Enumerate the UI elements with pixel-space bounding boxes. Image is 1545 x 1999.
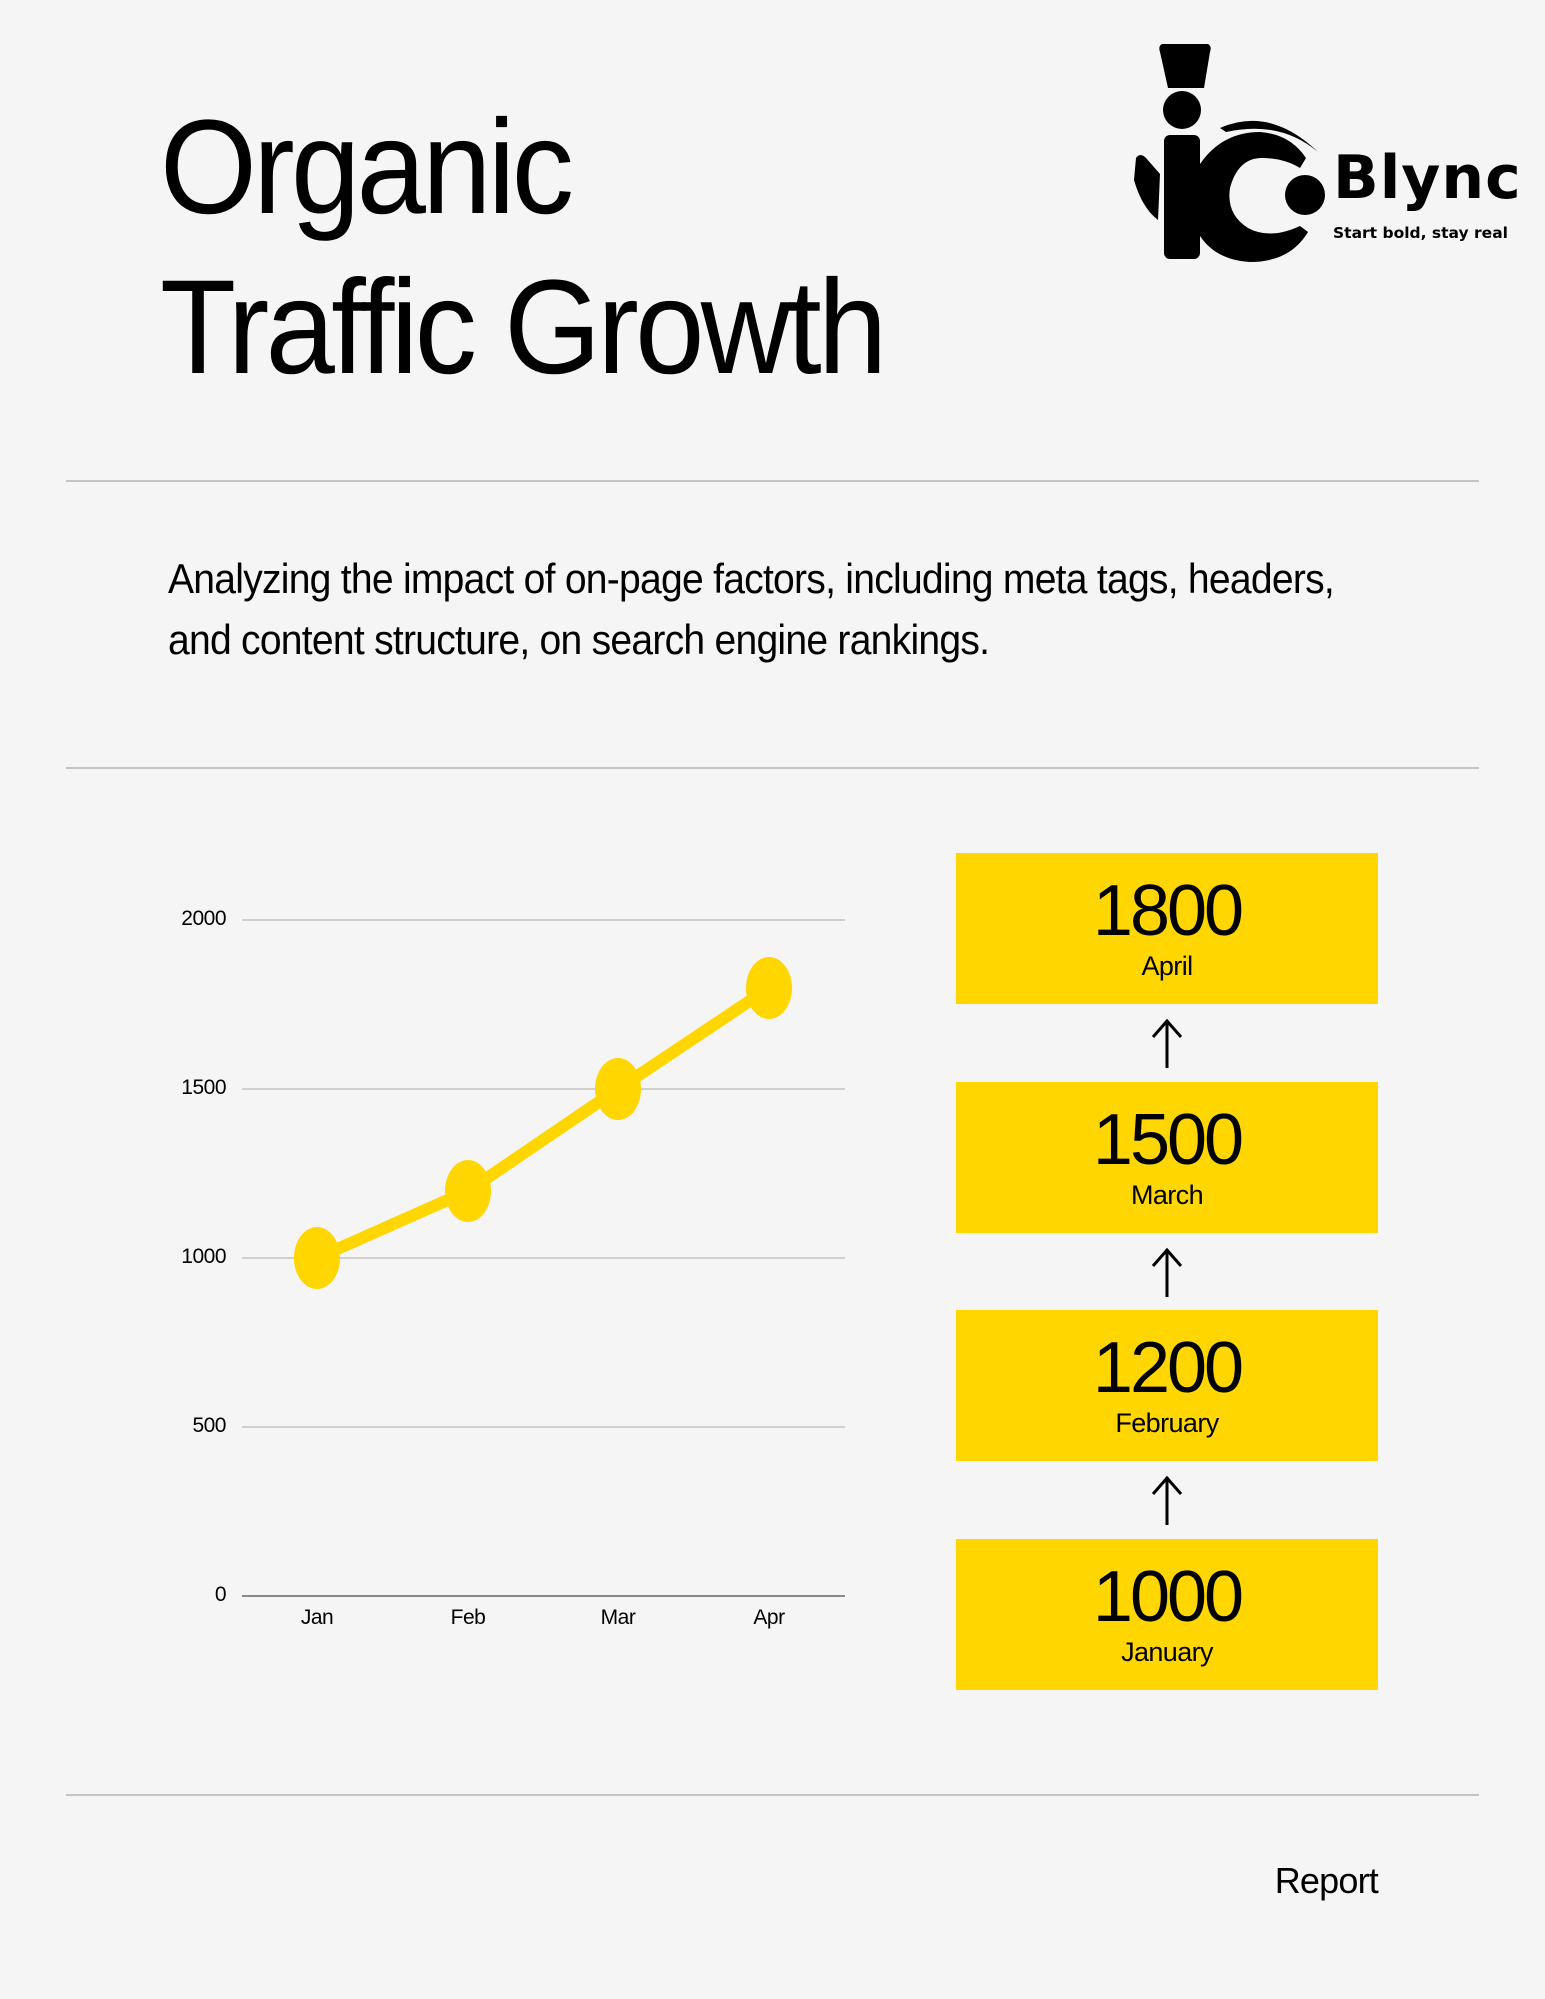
y-tick-label: 2000 [181,907,226,930]
stat-card-april: 1800 April [956,853,1378,1004]
x-tick-label: Feb [450,1606,486,1629]
stat-card-march: 1500 March [956,1082,1378,1233]
x-tick-label: Apr [753,1606,785,1629]
arrow-up-icon [1151,1247,1183,1297]
data-point-jan [294,1227,340,1289]
arrow-up-icon [1151,1018,1183,1068]
page-title: Organic Traffic Growth [160,88,887,408]
y-tick-label: 1500 [181,1076,226,1099]
stat-card-january: 1000 January [956,1539,1378,1690]
series-line-organic-traffic [314,983,773,1264]
intro-paragraph: Analyzing the impact of on-page factors,… [168,555,1335,663]
arrow-up-icon [1151,1475,1183,1525]
y-tick-label: 500 [192,1414,226,1437]
stat-card-value: 1500 [1092,1100,1244,1180]
data-point-apr [746,957,792,1019]
stat-card-label: February [1115,1408,1219,1438]
svg-text:Start bold, stay real: Start bold, stay real [1333,224,1508,242]
svg-text:Blync: Blync [1333,143,1522,213]
blync-logo-icon: Blync Start bold, stay real [1134,44,1522,262]
page-title-line-2: Traffic Growth [160,253,887,402]
y-tick-label: 0 [214,1583,227,1606]
stat-card-label: April [1141,951,1193,981]
stat-card-value: 1200 [1092,1328,1244,1408]
data-point-feb [445,1160,491,1222]
x-tick-label: Mar [600,1606,636,1629]
footer-report-label: Report [1274,1860,1379,1901]
divider-middle [66,767,1479,769]
divider-bottom [66,1794,1479,1796]
divider-top [66,480,1479,482]
stat-card-label: March [1130,1180,1204,1210]
stat-card-value: 1000 [1092,1557,1244,1637]
stat-card-february: 1200 February [956,1310,1378,1461]
brand-logo: Blync Start bold, stay real [1130,40,1530,265]
page-title-line-1: Organic [160,93,574,242]
data-point-mar [595,1058,641,1120]
x-tick-label: Jan [300,1606,334,1629]
y-tick-label: 1000 [181,1245,226,1268]
stat-card-label: January [1121,1637,1213,1667]
stat-card-value: 1800 [1092,871,1244,951]
